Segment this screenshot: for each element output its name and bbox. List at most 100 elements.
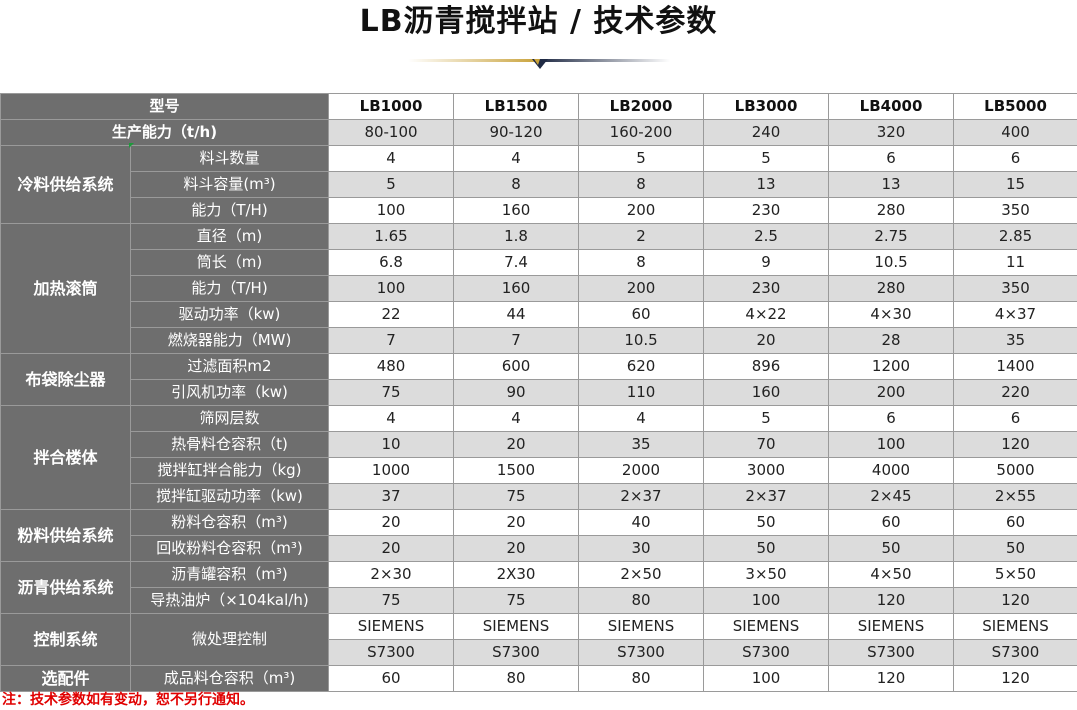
param-value: 1.8 xyxy=(453,223,580,250)
table-row: 搅拌缸驱动功率（kw) 37 75 2×37 2×37 2×45 2×55 xyxy=(1,483,1077,510)
param-value: 20 xyxy=(453,431,580,458)
param-value: 60 xyxy=(953,509,1077,536)
disclaimer-note: 注：技术参数如有变动，恕不另行通知。 xyxy=(2,692,254,708)
model-name: LB1000 xyxy=(328,93,455,120)
group-label: 加热滚筒 xyxy=(0,223,131,354)
param-label: 沥青罐容积（m³) xyxy=(129,561,330,588)
param-value: 20 xyxy=(703,327,830,354)
param-value: 896 xyxy=(703,353,830,380)
param-value: 6 xyxy=(828,145,955,172)
param-value: 5 xyxy=(703,145,830,172)
param-value: 230 xyxy=(703,197,830,224)
param-value: 2.75 xyxy=(828,223,955,250)
param-value: 22 xyxy=(328,301,455,328)
param-value: 160 xyxy=(703,379,830,406)
param-value: 2000 xyxy=(578,457,705,484)
param-value: 350 xyxy=(953,275,1077,302)
param-label: 筛网层数 xyxy=(129,405,330,432)
table-row: 加热滚筒 直径（m) 1.65 1.8 2 2.5 2.75 2.85 xyxy=(0,223,1077,354)
table-row: 料斗容量(m³) 5 8 8 13 13 15 xyxy=(1,171,1077,198)
cell-marker xyxy=(129,143,134,148)
table-row: 搅拌缸拌合能力（kg) 1000 1500 2000 3000 4000 5000 xyxy=(1,457,1077,484)
param-value: 60 xyxy=(578,301,705,328)
param-value: S7300 xyxy=(703,639,830,666)
table-row: 能力（T/H) 100 160 200 230 280 350 xyxy=(1,275,1077,302)
table-row: 回收粉料仓容积（m³) 20 20 30 50 50 50 xyxy=(1,535,1077,562)
param-value: 230 xyxy=(703,275,830,302)
param-value: 2×37 xyxy=(703,483,830,510)
table-row: 热骨料仓容积（t) 10 20 35 70 100 120 xyxy=(1,431,1077,458)
model-name: LB4000 xyxy=(828,93,955,120)
param-value: 20 xyxy=(328,509,455,536)
group-label: 布袋除尘器 xyxy=(0,353,131,406)
param-value: 13 xyxy=(828,171,955,198)
param-value: 80 xyxy=(453,665,580,692)
param-value: 35 xyxy=(953,327,1077,354)
param-value: 90 xyxy=(453,379,580,406)
param-value: S7300 xyxy=(953,639,1077,666)
param-value: 10.5 xyxy=(828,249,955,276)
param-value: SIEMENS xyxy=(453,613,580,640)
param-label: 能力（T/H) xyxy=(129,275,330,302)
param-label: 热骨料仓容积（t) xyxy=(129,431,330,458)
param-value: 6.8 xyxy=(328,249,455,276)
param-value: S7300 xyxy=(328,639,455,666)
param-label: 筒长（m) xyxy=(129,249,330,276)
table-row: 导热油炉（×104kal/h) 75 75 80 100 120 120 xyxy=(1,587,1077,614)
table-row: 选配件 成品料仓容积（m³) 60 80 80 100 120 120 xyxy=(0,665,1077,692)
param-value: 15 xyxy=(953,171,1077,198)
param-value: 2.5 xyxy=(703,223,830,250)
table-row: 能力（T/H) 100 160 200 230 280 350 xyxy=(1,197,1077,224)
param-value: 2 xyxy=(578,223,705,250)
param-value: 7.4 xyxy=(453,249,580,276)
param-value: 1000 xyxy=(328,457,455,484)
model-name: LB3000 xyxy=(703,93,830,120)
capacity-value: 400 xyxy=(953,119,1077,146)
capacity-value: 80-100 xyxy=(328,119,455,146)
param-value: 70 xyxy=(703,431,830,458)
param-value: 100 xyxy=(703,587,830,614)
param-value: 4 xyxy=(578,405,705,432)
param-value: S7300 xyxy=(453,639,580,666)
param-value: 60 xyxy=(328,665,455,692)
param-value: 44 xyxy=(453,301,580,328)
param-value: 2×45 xyxy=(828,483,955,510)
param-value: 37 xyxy=(328,483,455,510)
param-value: 200 xyxy=(828,379,955,406)
param-value: 120 xyxy=(828,587,955,614)
param-value: 620 xyxy=(578,353,705,380)
param-value: 30 xyxy=(578,535,705,562)
param-label: 回收粉料仓容积（m³) xyxy=(129,535,330,562)
param-value: 4 xyxy=(328,145,455,172)
table-row: S7300 S7300 S7300 S7300 S7300 S7300 xyxy=(1,639,1077,666)
param-value: 11 xyxy=(953,249,1077,276)
param-value: 20 xyxy=(328,535,455,562)
param-value: 120 xyxy=(953,431,1077,458)
param-value: 110 xyxy=(578,379,705,406)
param-value: 9 xyxy=(703,249,830,276)
group-label: 冷料供给系统 xyxy=(0,145,131,224)
param-value: 5 xyxy=(703,405,830,432)
capacity-value: 320 xyxy=(828,119,955,146)
param-value: 75 xyxy=(453,483,580,510)
param-value: 35 xyxy=(578,431,705,458)
param-value: SIEMENS xyxy=(578,613,705,640)
param-value: 20 xyxy=(453,509,580,536)
param-value: 5×50 xyxy=(953,561,1077,588)
param-value: 160 xyxy=(453,197,580,224)
param-value: 200 xyxy=(578,197,705,224)
param-value: 600 xyxy=(453,353,580,380)
spec-table: 型号 LB1000 LB1500 LB2000 LB3000 LB4000 LB5000 生产… xyxy=(0,93,1077,692)
param-value: 120 xyxy=(953,587,1077,614)
param-label: 能力（T/H) xyxy=(129,197,330,224)
param-value: S7300 xyxy=(578,639,705,666)
param-value: 50 xyxy=(703,509,830,536)
param-value: 7 xyxy=(328,327,455,354)
param-value: 3000 xyxy=(703,457,830,484)
param-value: SIEMENS xyxy=(828,613,955,640)
param-value: 2×30 xyxy=(328,561,455,588)
title-divider-icon xyxy=(408,59,670,69)
param-value: 50 xyxy=(828,535,955,562)
capacity-value: 160-200 xyxy=(578,119,705,146)
group-label: 粉料供给系统 xyxy=(0,509,131,562)
